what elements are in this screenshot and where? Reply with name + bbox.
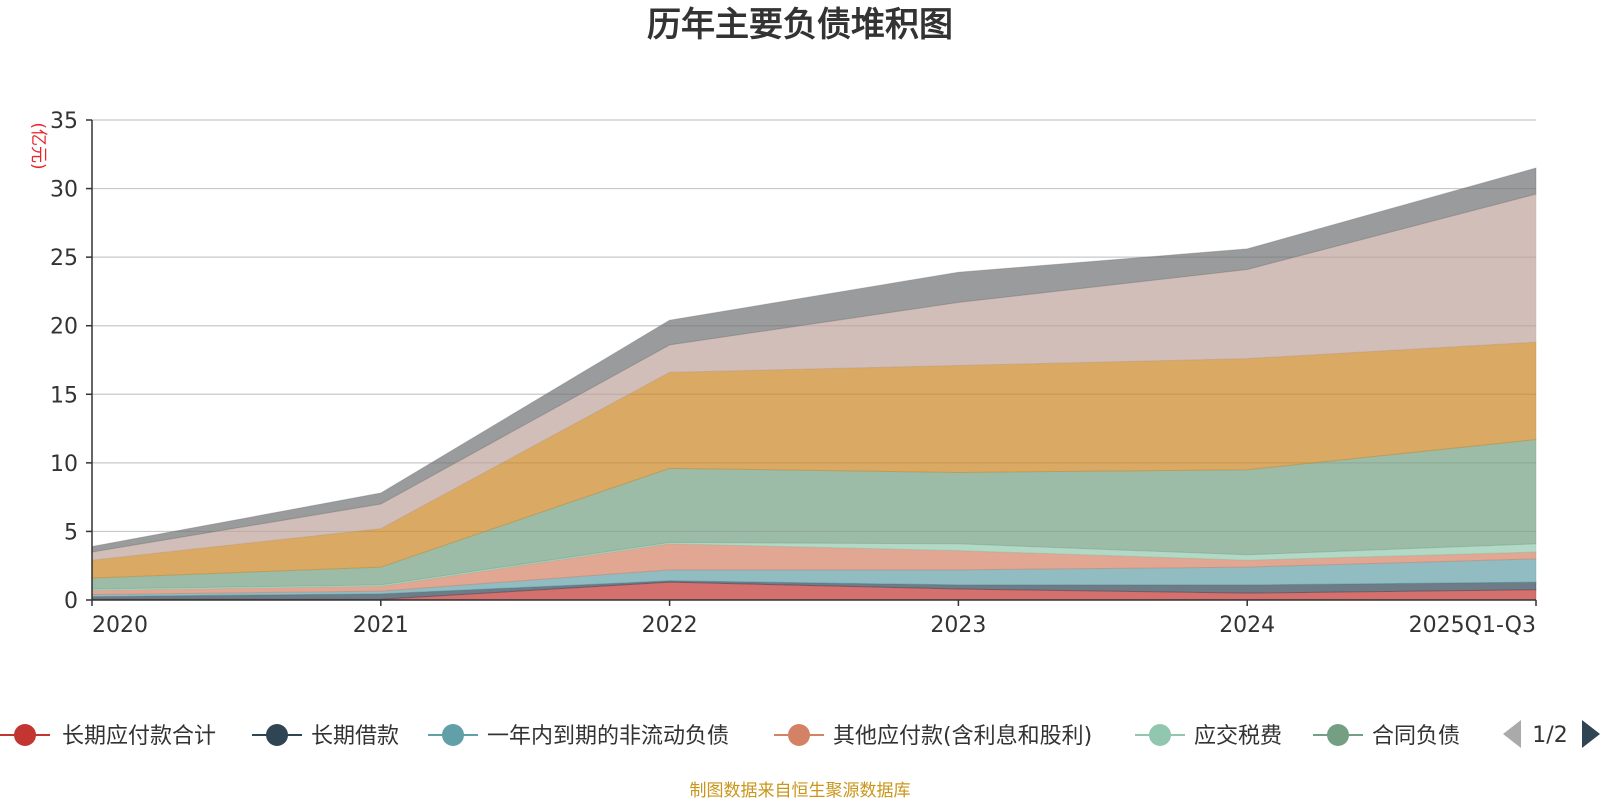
source-note: 制图数据来自恒生聚源数据库	[690, 781, 911, 800]
area-7	[91, 341, 1537, 579]
y-tick-label-5: 25	[50, 246, 78, 271]
y-tick-label-1: 5	[64, 520, 78, 545]
legend-label-5: 应交税费	[1194, 724, 1282, 749]
x-tick-label-4: 2024	[1219, 613, 1275, 638]
area-series	[91, 167, 1537, 601]
x-tick-label-3: 2023	[930, 613, 986, 638]
legend-label-1: 长期应付款合计	[62, 724, 216, 749]
legend-item-2[interactable]: 长期借款	[252, 724, 399, 749]
legend-item-6[interactable]: 合同负债	[1313, 724, 1460, 749]
x-tick-label-0: 2020	[92, 613, 148, 638]
legend-item-5[interactable]: 应交税费	[1135, 724, 1282, 749]
legend-item-1[interactable]: 长期应付款合计	[0, 724, 216, 749]
x-tick-label-2: 2022	[642, 613, 698, 638]
y-tick-label-3: 15	[50, 383, 78, 408]
legend-next-page-icon[interactable]	[1582, 720, 1600, 748]
y-tick-label-4: 20	[50, 315, 78, 340]
legend-item-3[interactable]: 一年内到期的非流动负债	[428, 724, 729, 749]
area-9	[91, 167, 1537, 553]
y-tick-label-6: 30	[50, 178, 78, 203]
legend-marker-4	[788, 724, 810, 746]
legend-label-6: 合同负债	[1372, 724, 1460, 749]
legend-marker-2	[266, 724, 288, 746]
y-tick-label-7: 35	[50, 109, 78, 134]
legend-pager[interactable]: 1/2	[1503, 720, 1600, 748]
legend-label-3: 一年内到期的非流动负债	[487, 724, 729, 749]
legend-marker-3	[442, 724, 464, 746]
chart-title: 历年主要负债堆积图	[647, 5, 953, 45]
legend-marker-5	[1149, 724, 1171, 746]
legend-marker-1	[14, 724, 36, 746]
x-tick-label-5: 2025Q1-Q3	[1409, 613, 1536, 638]
legend-item-4[interactable]: 其他应付款(含利息和股利)	[774, 724, 1092, 749]
y-tick-label-0: 0	[64, 589, 78, 614]
area-3	[91, 558, 1537, 598]
legend-page-indicator: 1/2	[1532, 723, 1567, 748]
x-tick-label-1: 2021	[353, 613, 409, 638]
legend[interactable]: 长期应付款合计 长期借款 一年内到期的非流动负债 其他应付款(含利息和股利) 应交税费 合…	[0, 724, 1460, 749]
legend-label-2: 长期借款	[311, 724, 399, 749]
axes: 0 5 10 15 20 25 30 35 2020 2021 2022 2023 2024 2025Q1…	[50, 109, 1537, 638]
legend-prev-page-icon[interactable]	[1503, 720, 1521, 748]
area-6	[91, 438, 1537, 590]
y-axis-unit-label: (亿元)	[28, 122, 48, 169]
legend-label-4: 其他应付款(含利息和股利)	[833, 724, 1092, 749]
legend-marker-6	[1327, 724, 1349, 746]
y-tick-label-2: 10	[50, 452, 78, 477]
